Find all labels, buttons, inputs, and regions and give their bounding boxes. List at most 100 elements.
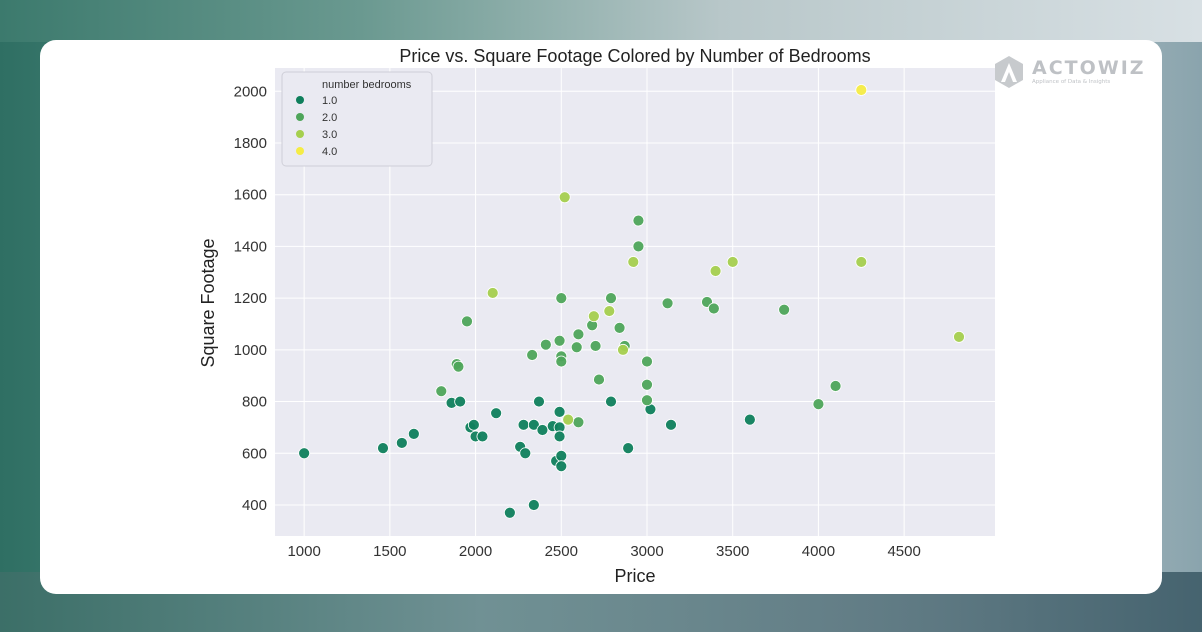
data-point-bedrooms-2.0 [661,297,674,310]
data-point-bedrooms-1.0 [377,442,389,454]
data-point-bedrooms-3.0 [562,413,575,426]
data-point-bedrooms-1.0 [527,418,540,431]
x-axis-label: Price [614,566,655,586]
legend-box [281,71,433,167]
data-point-bedrooms-1.0 [553,430,566,443]
y-axis-label: Square Footage [198,238,218,367]
data-point-bedrooms-1.0 [605,395,617,408]
y-axis-ticks: 400 600 800 1000 1200 1400 1600 1800 2000 [234,83,267,514]
data-point-bedrooms-2.0 [829,380,842,392]
legend-marker [296,96,304,104]
actowiz-a-logo-icon [995,56,1023,88]
data-point-bedrooms-1.0 [490,407,503,420]
data-point-bedrooms-2.0 [452,360,465,373]
y-tick-label: 400 [242,497,267,514]
data-point-bedrooms-2.0 [570,341,583,354]
data-point-bedrooms-2.0 [435,385,448,398]
x-tick-label: 4000 [802,543,835,560]
data-point-bedrooms-1.0 [555,449,568,462]
data-point-bedrooms-1.0 [503,506,516,519]
data-point-bedrooms-4.0 [855,84,868,96]
y-tick-label: 800 [242,394,267,411]
data-point-bedrooms-1.0 [536,424,549,436]
data-point-bedrooms-1.0 [527,499,540,511]
data-point-bedrooms-2.0 [605,292,617,305]
data-point-bedrooms-1.0 [553,405,566,418]
data-point-bedrooms-2.0 [812,398,825,411]
data-point-bedrooms-2.0 [555,292,568,305]
chart-card: 1000 1500 2000 2500 3000 3500 4000 4500 400 600 8… [40,40,1162,594]
data-point-bedrooms-1.0 [407,427,420,440]
data-point-bedrooms-1.0 [454,395,467,408]
data-point-bedrooms-1.0 [665,418,677,431]
legend-entry: 3.0 [322,129,337,141]
data-point-bedrooms-3.0 [603,305,616,317]
x-tick-label: 4500 [887,543,920,560]
x-axis-ticks: 1000 1500 2000 2500 3000 3500 4000 4500 [287,543,920,560]
background-top-band [0,0,1202,42]
data-point-bedrooms-2.0 [641,355,653,368]
data-point-bedrooms-3.0 [953,331,965,343]
x-tick-label: 2000 [459,543,492,560]
legend-marker [296,113,304,121]
x-tick-label: 3000 [630,543,663,560]
data-point-bedrooms-2.0 [555,355,568,368]
scatter-chart: 1000 1500 2000 2500 3000 3500 4000 4500 400 600 8… [198,46,995,586]
data-point-bedrooms-2.0 [593,373,605,386]
legend-entry: 4.0 [322,146,337,158]
x-tick-label: 3500 [716,543,749,560]
data-point-bedrooms-3.0 [558,191,571,204]
legend-entry: 2.0 [322,112,337,124]
data-point-bedrooms-1.0 [622,442,635,454]
actowiz-logo: ACTOWIZ Appliance of Data & Insights [992,55,1144,89]
brand-tagline: Appliance of Data & Insights [1032,79,1111,85]
data-point-bedrooms-1.0 [395,437,408,449]
legend-marker [296,130,304,138]
data-point-bedrooms-1.0 [519,447,532,460]
data-point-bedrooms-1.0 [517,418,530,431]
data-point-bedrooms-1.0 [476,430,489,443]
data-point-bedrooms-1.0 [555,460,568,473]
data-point-bedrooms-3.0 [617,343,629,356]
x-tick-label: 2500 [545,543,578,560]
legend-entry: 1.0 [322,95,337,107]
data-point-bedrooms-1.0 [467,418,480,431]
y-tick-label: 1800 [234,135,267,152]
grid-lines [275,68,995,536]
y-tick-label: 1200 [234,290,267,307]
data-point-bedrooms-2.0 [572,328,585,341]
data-point-bedrooms-2.0 [539,338,552,351]
data-point-bedrooms-1.0 [533,395,545,408]
data-point-bedrooms-3.0 [855,256,868,268]
data-point-bedrooms-2.0 [641,394,653,407]
data-points [298,84,965,519]
legend-marker [296,147,304,155]
data-point-bedrooms-1.0 [298,447,311,460]
x-tick-label: 1000 [287,543,320,560]
y-tick-label: 1600 [234,187,267,204]
data-point-bedrooms-2.0 [707,302,720,315]
brand-name: ACTOWIZ [1032,57,1146,79]
y-tick-label: 1400 [234,238,267,255]
data-point-bedrooms-2.0 [461,315,473,328]
data-point-bedrooms-2.0 [641,378,653,391]
data-point-bedrooms-2.0 [778,303,791,316]
y-tick-label: 1000 [234,342,267,359]
data-point-bedrooms-2.0 [553,334,566,347]
data-point-bedrooms-3.0 [709,265,722,277]
data-point-bedrooms-3.0 [627,256,640,268]
data-point-bedrooms-3.0 [587,310,600,323]
legend-title: number bedrooms [322,79,412,91]
x-tick-label: 1500 [373,543,406,560]
legend: number bedrooms 1.0 2.0 3.0 4.0 [281,71,433,167]
data-point-bedrooms-2.0 [632,214,645,227]
y-tick-label: 2000 [234,83,267,100]
y-tick-label: 600 [242,445,267,462]
data-point-bedrooms-3.0 [486,287,499,299]
data-point-bedrooms-3.0 [726,256,739,268]
data-point-bedrooms-2.0 [526,349,539,361]
chart-title: Price vs. Square Footage Colored by Numb… [399,46,870,66]
data-point-bedrooms-2.0 [632,240,645,253]
data-point-bedrooms-2.0 [613,321,626,334]
data-point-bedrooms-2.0 [572,416,585,429]
